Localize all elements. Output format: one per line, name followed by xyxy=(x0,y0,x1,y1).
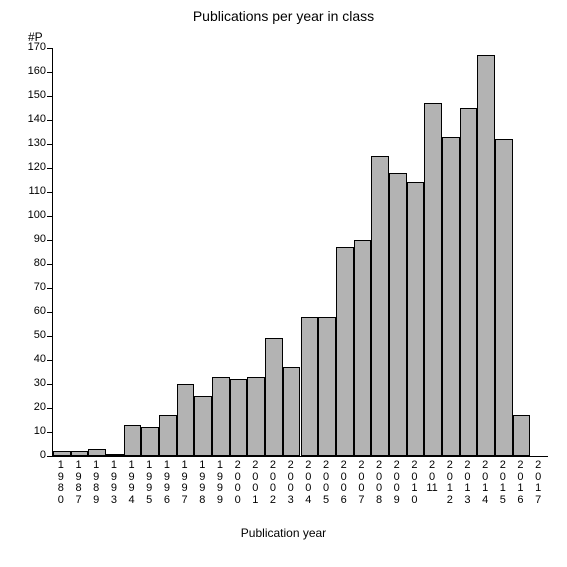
y-tick-label: 20 xyxy=(18,401,46,413)
y-tick-mark xyxy=(47,96,52,97)
bar xyxy=(354,240,372,456)
x-tick-label: 1994 xyxy=(126,460,138,506)
bar xyxy=(159,415,177,456)
x-tick-label: 1998 xyxy=(196,460,208,506)
plot-area xyxy=(52,48,548,457)
y-tick-label: 120 xyxy=(18,161,46,173)
x-tick-label: 2000 xyxy=(232,460,244,506)
y-tick-mark xyxy=(47,216,52,217)
bar xyxy=(513,415,531,456)
bar xyxy=(212,377,230,456)
y-tick-mark xyxy=(47,360,52,361)
x-tick-label: 2008 xyxy=(373,460,385,506)
y-tick-label: 170 xyxy=(18,41,46,53)
x-tick-label: 1996 xyxy=(161,460,173,506)
bar xyxy=(283,367,301,456)
y-tick-label: 130 xyxy=(18,137,46,149)
y-tick-label: 40 xyxy=(18,353,46,365)
x-tick-label: 2007 xyxy=(355,460,367,506)
y-tick-mark xyxy=(47,312,52,313)
bar xyxy=(371,156,389,456)
bar xyxy=(247,377,265,456)
x-tick-label: 2005 xyxy=(320,460,332,506)
x-tick-label: 1980 xyxy=(55,460,67,506)
bar xyxy=(424,103,442,456)
y-tick-label: 150 xyxy=(18,89,46,101)
x-tick-label: 2016 xyxy=(514,460,526,506)
chart-container: Publications per year in class #P Public… xyxy=(0,0,567,567)
y-tick-mark xyxy=(47,168,52,169)
x-tick-label: 2010 xyxy=(408,460,420,506)
x-tick-label: 2017 xyxy=(532,460,544,506)
y-tick-label: 90 xyxy=(18,233,46,245)
x-tick-label: 1989 xyxy=(90,460,102,506)
x-tick-label: 1995 xyxy=(143,460,155,506)
y-tick-mark xyxy=(47,408,52,409)
bar xyxy=(177,384,195,456)
bar xyxy=(442,137,460,456)
bar xyxy=(336,247,354,456)
x-axis-label: Publication year xyxy=(0,526,567,540)
bar xyxy=(301,317,319,456)
x-tick-label: 2012 xyxy=(444,460,456,506)
y-tick-mark xyxy=(47,288,52,289)
x-tick-label: 1997 xyxy=(179,460,191,506)
y-tick-label: 160 xyxy=(18,65,46,77)
y-tick-label: 50 xyxy=(18,329,46,341)
y-tick-mark xyxy=(47,144,52,145)
y-tick-label: 80 xyxy=(18,257,46,269)
y-tick-mark xyxy=(47,48,52,49)
y-tick-label: 30 xyxy=(18,377,46,389)
x-tick-label: 1993 xyxy=(108,460,120,506)
y-tick-mark xyxy=(47,456,52,457)
bar xyxy=(477,55,495,456)
bar xyxy=(389,173,407,456)
x-tick-label: 1987 xyxy=(73,460,85,506)
bar xyxy=(460,108,478,456)
bar xyxy=(318,317,336,456)
x-tick-label: 2011 xyxy=(426,460,438,495)
y-tick-label: 100 xyxy=(18,209,46,221)
x-tick-label: 2015 xyxy=(497,460,509,506)
x-tick-label: 2004 xyxy=(302,460,314,506)
bar xyxy=(265,338,283,456)
bar xyxy=(124,425,142,456)
bar xyxy=(194,396,212,456)
y-tick-mark xyxy=(47,120,52,121)
y-tick-label: 10 xyxy=(18,425,46,437)
x-tick-label: 2006 xyxy=(338,460,350,506)
bar xyxy=(106,454,124,456)
bar xyxy=(495,139,513,456)
y-tick-label: 110 xyxy=(18,185,46,197)
x-tick-label: 2014 xyxy=(479,460,491,506)
y-tick-mark xyxy=(47,384,52,385)
bar xyxy=(88,449,106,456)
bar xyxy=(407,182,425,456)
y-tick-label: 140 xyxy=(18,113,46,125)
chart-title: Publications per year in class xyxy=(0,8,567,24)
x-tick-label: 2003 xyxy=(285,460,297,506)
x-tick-label: 2009 xyxy=(391,460,403,506)
y-tick-mark xyxy=(47,72,52,73)
y-tick-mark xyxy=(47,336,52,337)
x-tick-label: 2002 xyxy=(267,460,279,506)
x-tick-label: 1999 xyxy=(214,460,226,506)
x-tick-label: 2013 xyxy=(461,460,473,506)
y-tick-mark xyxy=(47,240,52,241)
bar xyxy=(141,427,159,456)
y-tick-mark xyxy=(47,432,52,433)
bar xyxy=(71,451,89,456)
y-tick-label: 60 xyxy=(18,305,46,317)
y-tick-mark xyxy=(47,264,52,265)
bar xyxy=(53,451,71,456)
y-tick-label: 70 xyxy=(18,281,46,293)
y-tick-mark xyxy=(47,192,52,193)
bar xyxy=(230,379,248,456)
y-tick-label: 0 xyxy=(18,449,46,461)
x-tick-label: 2001 xyxy=(249,460,261,506)
